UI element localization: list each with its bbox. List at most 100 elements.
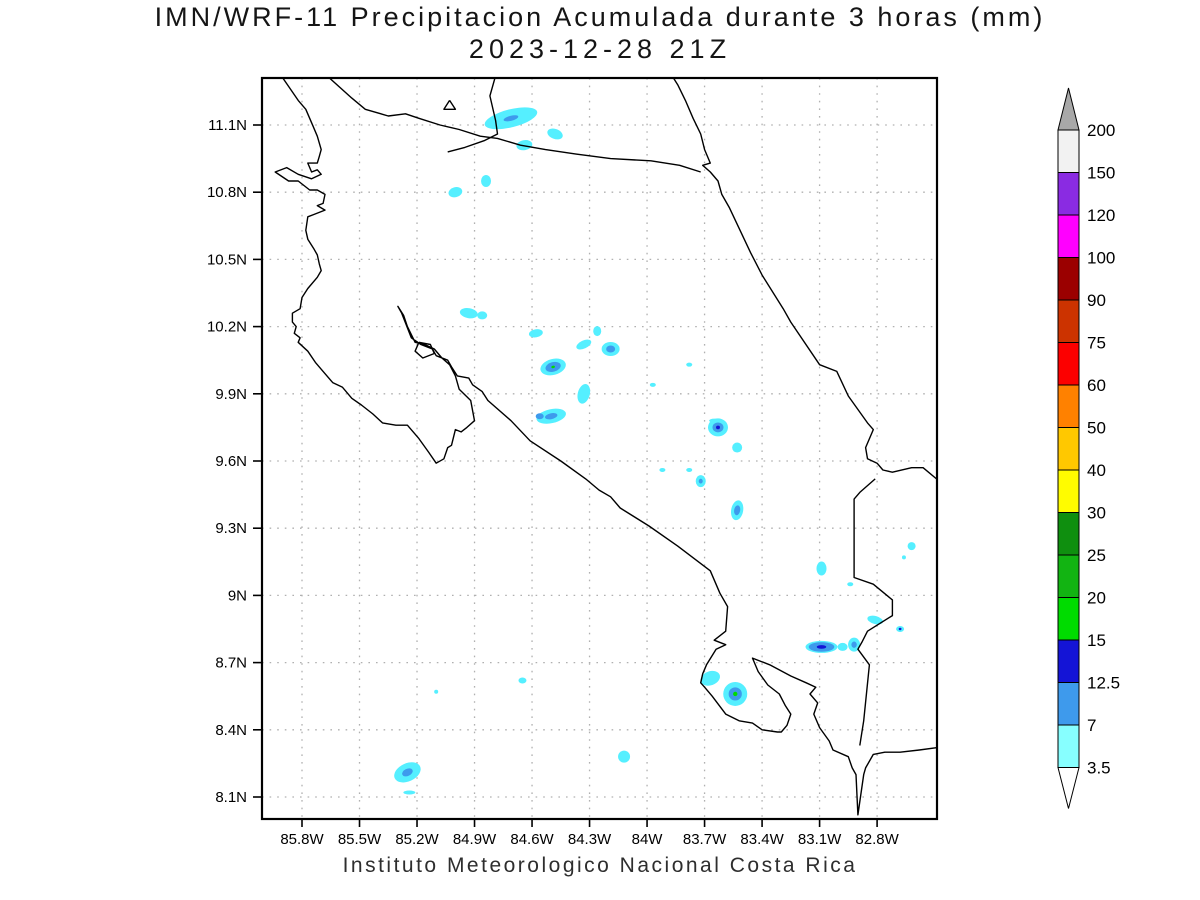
lon-tick-label: 84.3W (568, 831, 612, 848)
precip-cell (518, 677, 527, 684)
lon-tick-label: 83.7W (683, 831, 727, 848)
lat-tick-label: 11.1N (208, 117, 247, 134)
colorbar-box (1057, 639, 1080, 683)
precip-cell (734, 505, 741, 516)
precip-cell (503, 115, 519, 122)
precip-cell (547, 128, 563, 140)
graticule (262, 78, 937, 819)
lat-tick-label: 10.5N (207, 251, 247, 268)
colorbar-label: 100 (1087, 249, 1115, 268)
precip-cell (686, 362, 693, 367)
colorbar-label: 60 (1087, 376, 1106, 395)
colorbar-box (1057, 129, 1080, 173)
axes: 11.1N 10.8N 10.5N 10.2N 9.9N 9.6N 9.3N 9N 8.7N 8.… (207, 117, 900, 848)
precip-cell (837, 642, 848, 651)
colorbar-label: 40 (1087, 461, 1106, 480)
precip-cell (700, 670, 721, 686)
colorbar-box (1057, 469, 1080, 513)
lat-tick-label: 8.4N (215, 722, 247, 739)
precip-cell (618, 750, 631, 763)
colorbar-label: 120 (1087, 206, 1115, 225)
lon-tick-label: 83.4W (740, 831, 784, 848)
colorbar-box (1057, 299, 1080, 343)
institute-credit: Instituto Meteorologico Nacional Costa R… (342, 854, 858, 877)
lon-tick-label: 82.8W (855, 831, 899, 848)
precip-cell (649, 382, 656, 387)
coastlines (274, 78, 937, 816)
precip-cell (733, 691, 738, 697)
precip-cell (867, 615, 883, 625)
coastline (447, 78, 499, 153)
colorbar-label: 25 (1087, 546, 1106, 565)
precip-cell (577, 384, 591, 404)
lon-tick-label: 83.1W (798, 831, 842, 848)
coastline (853, 478, 894, 746)
colorbar-box (1057, 214, 1080, 258)
colorbar-box (1057, 384, 1080, 428)
colorbar-label: 90 (1087, 291, 1106, 310)
colorbar-box (1057, 342, 1080, 386)
colorbar-box (1057, 682, 1080, 726)
precip-cell (576, 339, 592, 350)
coastline (443, 100, 457, 111)
precip-cell (898, 627, 902, 631)
lon-tick-label: 84.6W (510, 831, 554, 848)
precip-cell (545, 413, 558, 420)
lon-tick-label: 85.8W (280, 831, 324, 848)
precip-cells (394, 107, 916, 795)
lat-tick-label: 8.7N (215, 655, 247, 672)
colorbar-box (1057, 427, 1080, 471)
precip-cell (732, 442, 743, 453)
coastline (328, 78, 701, 173)
colorbar-label: 15 (1087, 631, 1106, 650)
map-area (262, 78, 937, 819)
precip-cell (448, 187, 463, 198)
precip-cell (816, 645, 827, 649)
precip-cell (851, 641, 857, 648)
lat-tick-label: 9N (228, 587, 247, 604)
colorbar-box (1057, 597, 1080, 641)
precip-cell (715, 425, 720, 430)
colorbar: 200 150 120 100 90 75 60 50 40 30 25 20 15 12.5 7 3.5 (1057, 87, 1120, 809)
colorbar-label: 75 (1087, 334, 1106, 353)
lat-tick-label: 9.6N (215, 453, 247, 470)
precip-cell (434, 689, 439, 694)
colorbar-label: 50 (1087, 419, 1106, 438)
colorbar-box (1057, 554, 1080, 598)
plot-title-block: IMN/WRF-11 Precipitacion Acumulada duran… (0, 2, 1200, 65)
precip-cell (402, 768, 413, 777)
colorbar-over-arrow (1057, 87, 1080, 131)
precip-cell (816, 561, 827, 576)
precip-cell (551, 365, 555, 369)
colorbar-box (1057, 724, 1080, 768)
precip-cell (659, 467, 666, 472)
colorbar-box (1057, 257, 1080, 301)
colorbar-under-arrow (1057, 767, 1080, 809)
lat-tick-label: 10.8N (207, 184, 247, 201)
precip-cell (481, 175, 492, 187)
precip-cell (403, 790, 416, 795)
colorbar-label: 150 (1087, 164, 1115, 183)
precip-cell (528, 329, 543, 338)
lat-tick-label: 9.3N (215, 520, 247, 537)
precip-cell (477, 311, 488, 320)
precip-cell (901, 555, 906, 560)
colorbar-label: 30 (1087, 504, 1106, 523)
colorbar-box (1057, 512, 1080, 556)
coastline (414, 341, 435, 359)
plot-valid-time: 2023-12-28 21Z (468, 34, 732, 64)
precip-cell (907, 542, 916, 551)
coastline (672, 78, 937, 480)
precip-cell (686, 467, 693, 472)
lat-tick-label: 10.2N (207, 319, 247, 336)
colorbar-label: 20 (1087, 589, 1106, 608)
lon-tick-label: 85.5W (338, 831, 382, 848)
lat-tick-label: 8.1N (215, 789, 247, 806)
lon-tick-label: 84W (632, 831, 664, 848)
lat-tick-label: 9.9N (215, 386, 247, 403)
precip-cell (459, 307, 478, 319)
precip-cell (593, 326, 602, 337)
precip-cell (698, 478, 703, 484)
colorbar-label: 3.5 (1087, 759, 1111, 778)
